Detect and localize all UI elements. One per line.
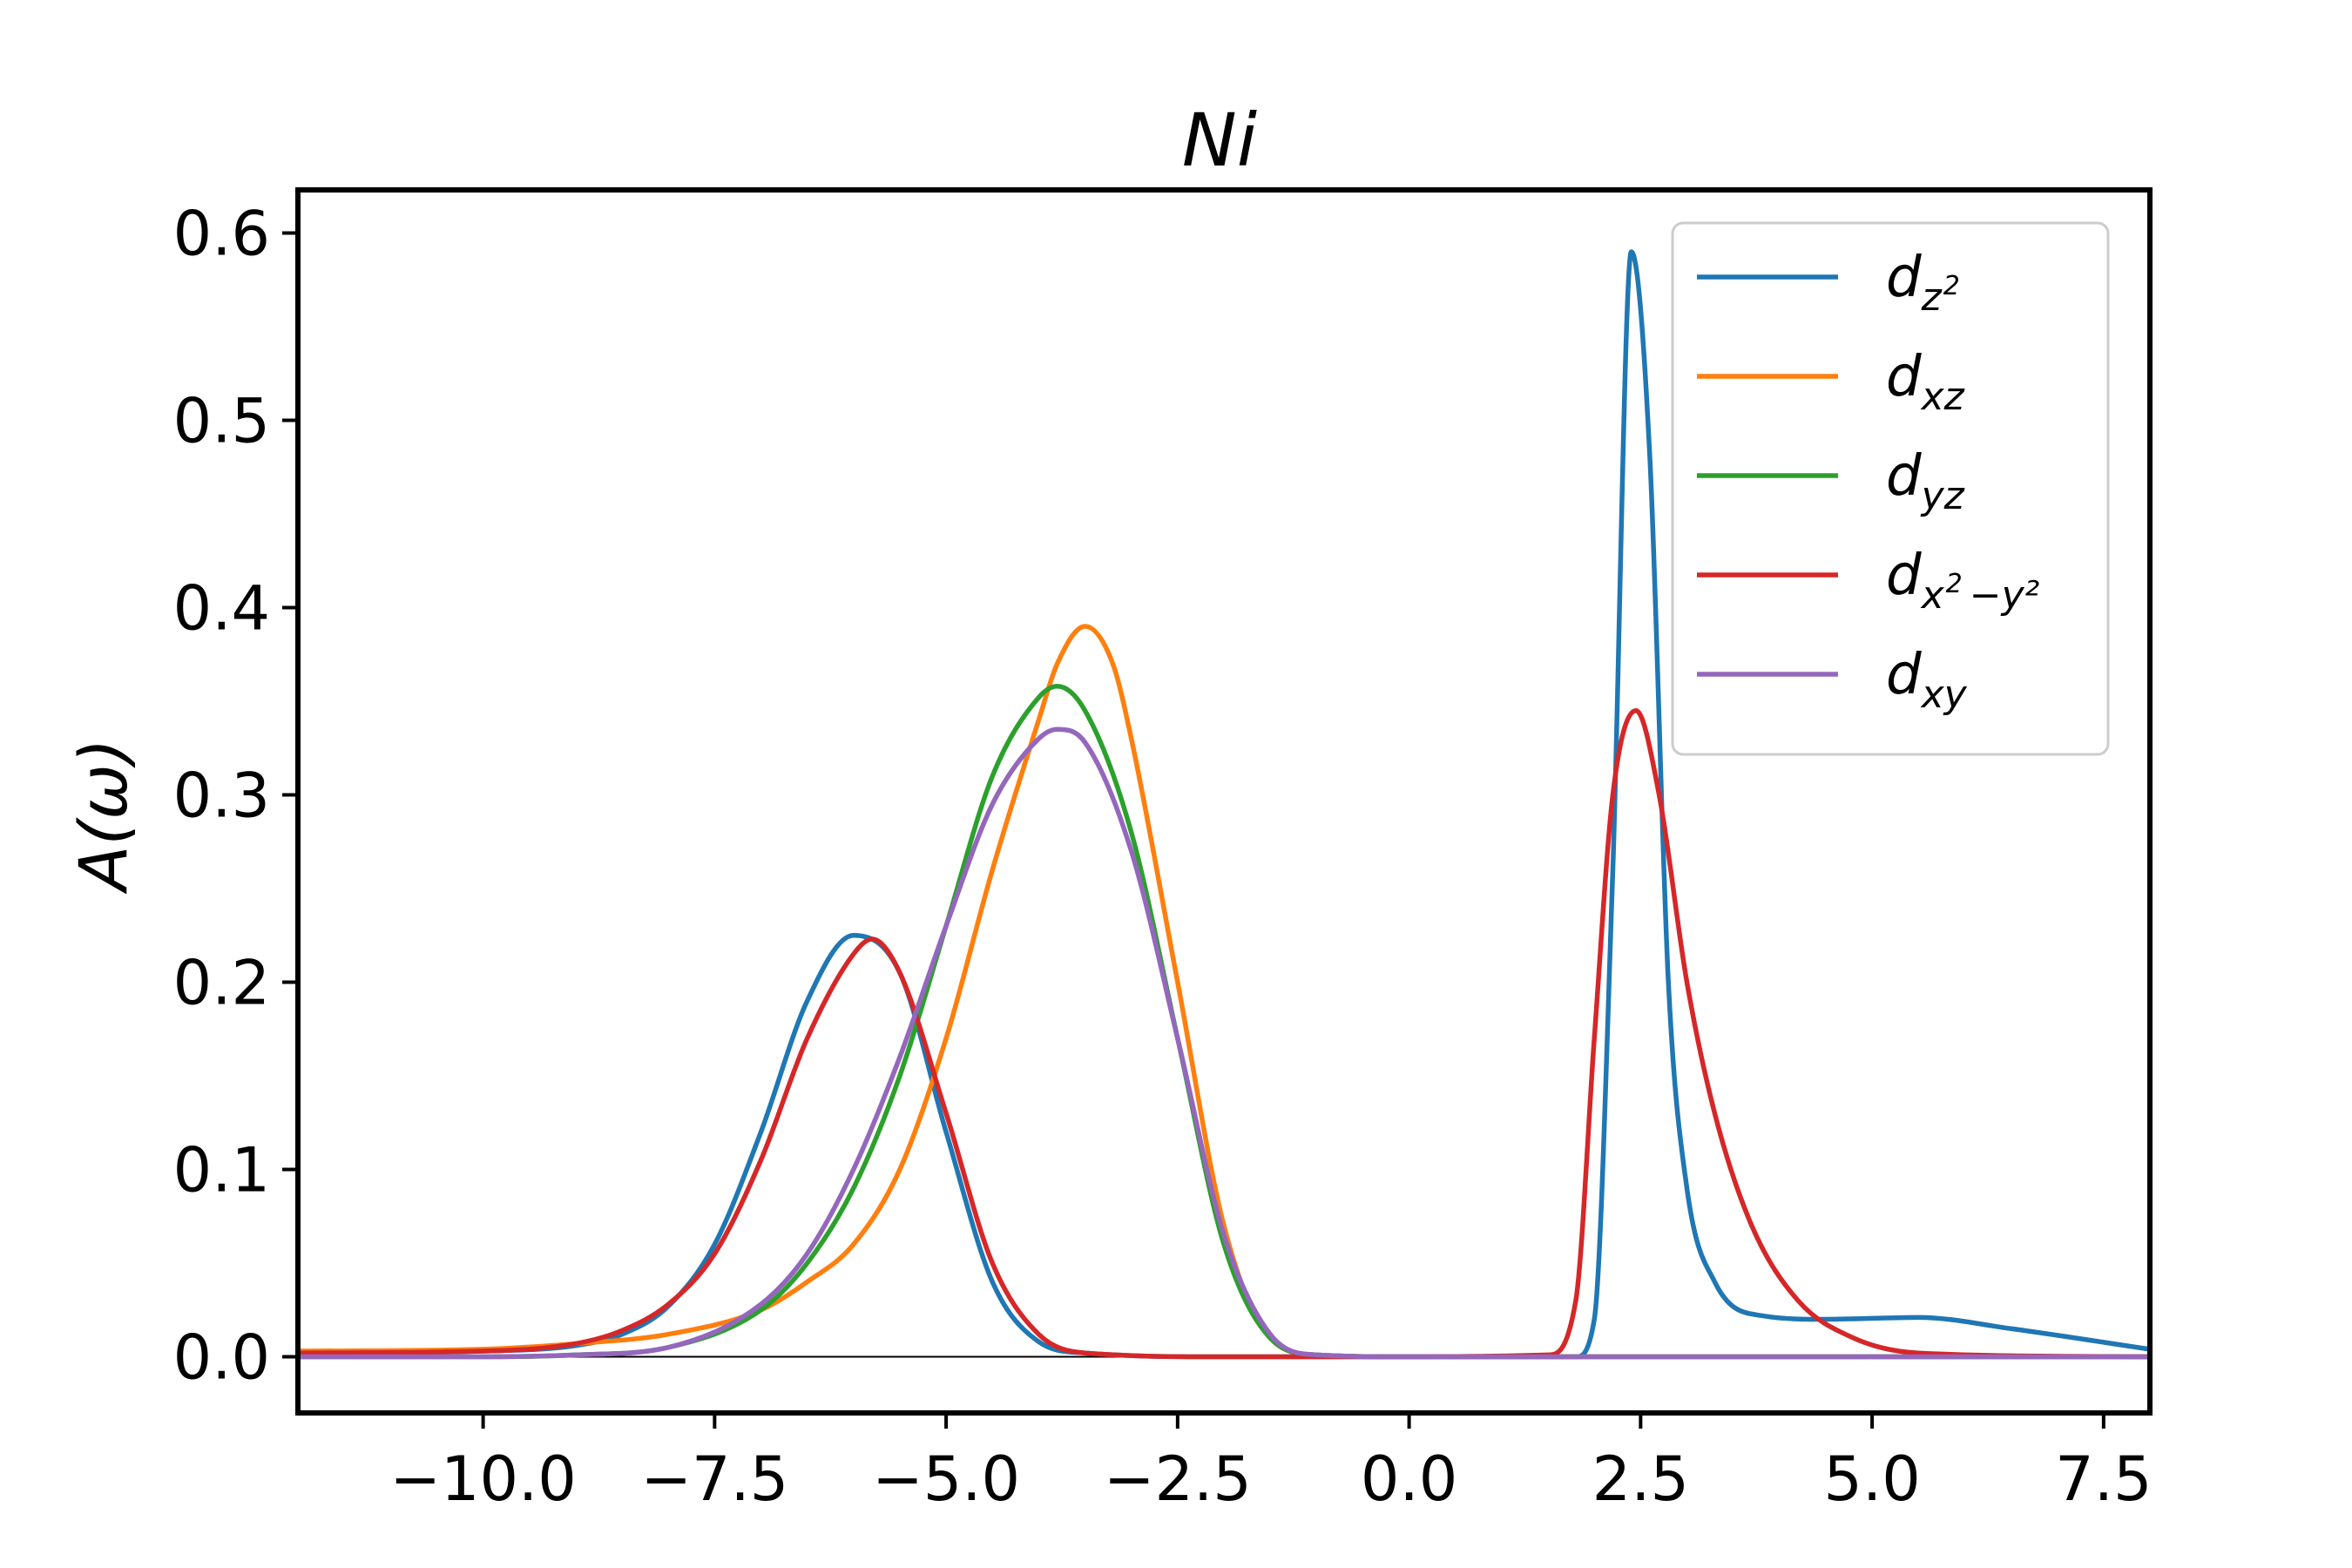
- y-tick-label: 0.4: [173, 572, 270, 644]
- legend-label-5: dxy: [1886, 643, 1968, 717]
- legend: dz2 dxz dyz dx2 −y² dxy: [1671, 221, 2110, 756]
- series-line-5: [298, 727, 2150, 1360]
- x-tick-label: −10.0: [389, 1443, 577, 1515]
- legend-label-2: dxz: [1886, 345, 1965, 419]
- x-tick-label: 2.5: [1592, 1443, 1689, 1515]
- legend-label-1: dz2: [1886, 246, 1960, 320]
- y-tick-label: 0.6: [173, 198, 270, 269]
- y-tick-label: 0.0: [173, 1321, 270, 1393]
- chart-title: Ni: [1182, 98, 1257, 183]
- x-tick-label: 7.5: [2055, 1443, 2152, 1515]
- x-tick-label: 5.0: [1823, 1443, 1920, 1515]
- y-tick-label: 0.3: [173, 760, 270, 831]
- x-tick-label: −7.5: [640, 1443, 788, 1515]
- x-tick-label: −2.5: [1104, 1443, 1252, 1515]
- legend-box: [1671, 221, 2110, 756]
- x-tick-label: 0.0: [1361, 1443, 1457, 1515]
- y-tick-label: 0.2: [173, 947, 270, 1018]
- axes-frame: [295, 187, 2153, 1416]
- y-tick-label: 0.1: [173, 1134, 270, 1206]
- legend-label-4: dx2 −y²: [1886, 544, 2039, 618]
- axes: −10.0 −7.5 −5.0 −2.5 0.0 2.5 5.0 7.5 0.0 0.1 0.2 0.…: [173, 187, 2153, 1515]
- y-axis-label: A(ω): [64, 739, 142, 896]
- y-tick-label: 0.5: [173, 385, 270, 456]
- legend-label-3: dyz: [1886, 444, 1965, 518]
- series-lines: [298, 249, 2150, 1360]
- x-tick-label: −5.0: [872, 1443, 1020, 1515]
